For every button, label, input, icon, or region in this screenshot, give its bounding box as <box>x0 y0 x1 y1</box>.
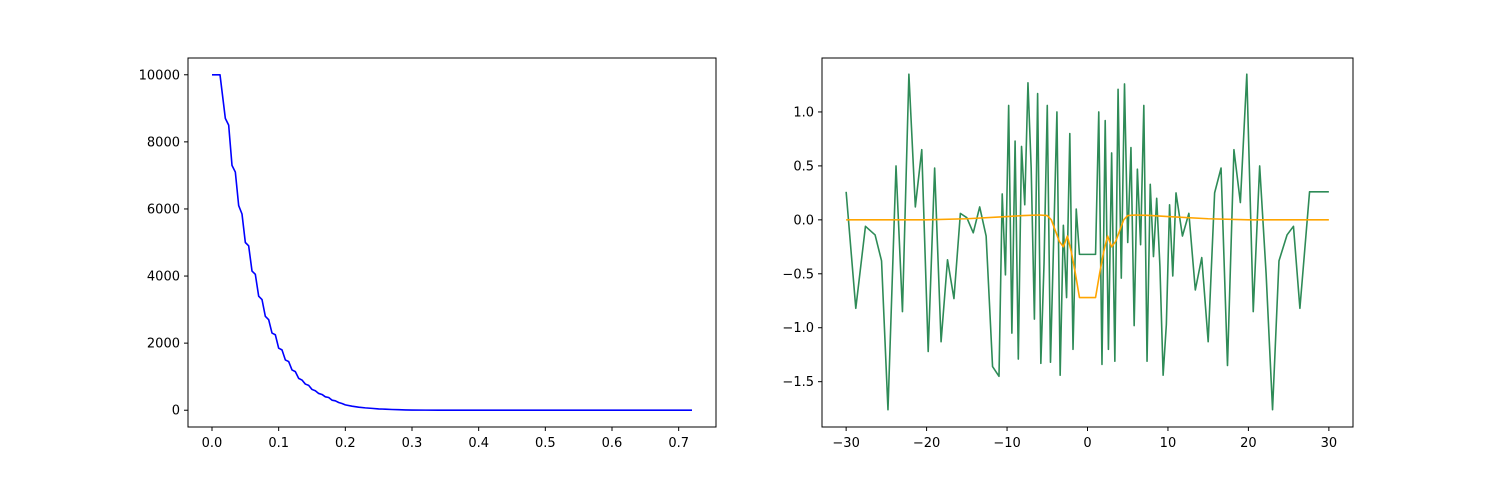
x-tick-label: 0.4 <box>468 436 489 451</box>
y-tick-label: 4000 <box>147 270 180 285</box>
right-chart: −30 −20 −10 0 10 20 30 −1.5 −1.0 −0.5 0.0 0.5 1.0 <box>782 57 1354 451</box>
y-tick-label: 2000 <box>147 337 180 352</box>
y-tick-label: 1.0 <box>793 105 814 120</box>
y-tick-label: 0 <box>172 404 180 419</box>
x-tick-label: 0.2 <box>335 436 356 451</box>
y-tick-label: −1.0 <box>782 321 814 336</box>
x-tick-label: 0.5 <box>535 436 556 451</box>
x-tick-label: 20 <box>1240 436 1257 451</box>
y-tick-label: 0.5 <box>793 159 814 174</box>
x-tick-label: 0.1 <box>268 436 289 451</box>
x-tick-label: 0.0 <box>202 436 223 451</box>
x-tick-label: 10 <box>1160 436 1177 451</box>
y-tick-label: −0.5 <box>782 267 814 282</box>
y-tick-label: −1.5 <box>782 375 814 390</box>
x-tick-label: 0.7 <box>668 436 689 451</box>
x-tick-label: 0.3 <box>402 436 423 451</box>
series-line-2 <box>846 214 1329 299</box>
y-tick-label: 6000 <box>147 202 180 217</box>
x-tick-label: −20 <box>913 436 940 451</box>
y-tick-label: 0.0 <box>793 213 814 228</box>
x-tick-label: −30 <box>832 436 859 451</box>
y-tick-label: 10000 <box>139 68 180 83</box>
x-tick-label: 0 <box>1083 436 1091 451</box>
plot-frame <box>821 57 1354 428</box>
plot-frame <box>187 57 717 428</box>
left-chart: 0.0 0.1 0.2 0.3 0.4 0.5 0.6 0.7 0 2000 4000 6000 800… <box>139 57 717 451</box>
x-tick-label: −10 <box>993 436 1020 451</box>
series-line-1 <box>845 73 1329 411</box>
x-tick-label: 30 <box>1321 436 1338 451</box>
y-tick-label: 8000 <box>147 135 180 150</box>
x-tick-label: 0.6 <box>602 436 623 451</box>
series-line-1 <box>212 73 692 412</box>
